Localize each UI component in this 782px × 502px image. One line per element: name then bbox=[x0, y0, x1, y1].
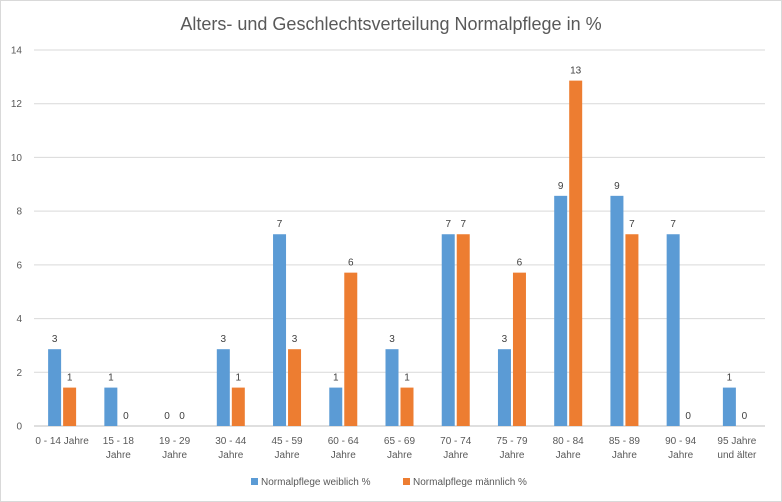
bar bbox=[610, 195, 624, 426]
data-label: 1 bbox=[404, 373, 410, 384]
bars bbox=[48, 80, 736, 427]
x-tick-label: Jahre bbox=[556, 450, 581, 461]
data-label: 6 bbox=[517, 258, 523, 269]
data-label: 0 bbox=[179, 411, 185, 422]
y-tick-label: 12 bbox=[11, 99, 23, 110]
x-tick-label: 15 - 18 bbox=[103, 436, 135, 447]
data-label: 0 bbox=[164, 411, 170, 422]
data-label: 9 bbox=[558, 181, 564, 192]
bar bbox=[512, 272, 526, 426]
bar bbox=[456, 234, 470, 426]
bar bbox=[569, 80, 583, 427]
x-tick-label: Jahre bbox=[106, 450, 131, 461]
y-tick-label: 2 bbox=[16, 368, 22, 379]
x-tick-label: Jahre bbox=[331, 450, 356, 461]
data-label: 3 bbox=[292, 334, 298, 345]
x-tick-label: 19 - 29 bbox=[159, 436, 191, 447]
bar bbox=[216, 349, 230, 426]
bar bbox=[231, 387, 245, 426]
x-tick-label: 0 - 14 Jahre bbox=[35, 436, 89, 447]
chart-title: Alters- und Geschlechtsverteilung Normal… bbox=[180, 14, 601, 34]
y-tick-label: 4 bbox=[16, 314, 22, 325]
bar bbox=[344, 272, 358, 426]
bar bbox=[329, 387, 343, 426]
x-tick-label: 70 - 74 bbox=[440, 436, 472, 447]
x-tick-label: Jahre bbox=[612, 450, 637, 461]
bar bbox=[666, 234, 680, 426]
x-tick-label: Jahre bbox=[275, 450, 300, 461]
data-label: 1 bbox=[67, 373, 73, 384]
bar bbox=[288, 349, 302, 426]
data-label: 3 bbox=[52, 334, 58, 345]
x-tick-label: 85 - 89 bbox=[609, 436, 641, 447]
x-tick-label: Jahre bbox=[668, 450, 693, 461]
x-tick-label: 80 - 84 bbox=[553, 436, 585, 447]
bar bbox=[497, 349, 511, 426]
x-tick-label: Jahre bbox=[499, 450, 524, 461]
x-tick-label: und älter bbox=[717, 450, 757, 461]
x-tick-label: Jahre bbox=[387, 450, 412, 461]
legend-label: Normalpflege weiblich % bbox=[261, 477, 371, 488]
bar bbox=[273, 234, 287, 426]
x-tick-label: 45 - 59 bbox=[271, 436, 303, 447]
y-tick-label: 6 bbox=[16, 260, 22, 271]
x-tick-label: Jahre bbox=[443, 450, 468, 461]
bar bbox=[722, 387, 736, 426]
data-label: 3 bbox=[221, 334, 227, 345]
x-tick-label: Jahre bbox=[162, 450, 187, 461]
data-label: 13 bbox=[570, 66, 582, 77]
x-tick-label: 75 - 79 bbox=[496, 436, 528, 447]
data-label: 1 bbox=[236, 373, 242, 384]
x-axis: 0 - 14 Jahre 15 - 18 Jahre 19 - 29 Jahre 30 -… bbox=[35, 436, 757, 461]
data-label: 0 bbox=[123, 411, 129, 422]
y-tick-label: 0 bbox=[16, 422, 22, 433]
legend-swatch bbox=[403, 478, 410, 485]
bar bbox=[48, 349, 62, 426]
data-label: 9 bbox=[614, 181, 620, 192]
y-tick-label: 14 bbox=[11, 46, 23, 57]
x-tick-label: 30 - 44 bbox=[215, 436, 247, 447]
bar bbox=[104, 387, 118, 426]
data-label: 7 bbox=[277, 219, 283, 230]
data-label: 1 bbox=[727, 373, 733, 384]
data-label: 1 bbox=[333, 373, 339, 384]
bar bbox=[63, 387, 77, 426]
data-label: 1 bbox=[108, 373, 114, 384]
data-label: 7 bbox=[629, 219, 635, 230]
x-tick-label: 90 - 94 bbox=[665, 436, 697, 447]
data-label: 7 bbox=[460, 219, 466, 230]
y-axis: 0 2 4 6 8 10 12 14 bbox=[11, 46, 23, 433]
data-label: 3 bbox=[389, 334, 395, 345]
y-tick-label: 8 bbox=[16, 207, 22, 218]
x-tick-label: Jahre bbox=[218, 450, 243, 461]
bar bbox=[441, 234, 455, 426]
legend-swatch bbox=[251, 478, 258, 485]
y-tick-label: 10 bbox=[11, 153, 23, 164]
data-label: 0 bbox=[742, 411, 748, 422]
legend: Normalpflege weiblich % Normalpflege männ… bbox=[251, 477, 527, 488]
bar bbox=[400, 387, 414, 426]
legend-label: Normalpflege männlich % bbox=[413, 477, 527, 488]
gridlines bbox=[34, 49, 765, 427]
data-label: 6 bbox=[348, 258, 354, 269]
data-label: 0 bbox=[685, 411, 691, 422]
x-tick-label: 95 Jahre bbox=[717, 436, 756, 447]
data-label: 7 bbox=[670, 219, 676, 230]
bar bbox=[385, 349, 399, 426]
bar bbox=[625, 234, 639, 426]
data-label: 7 bbox=[445, 219, 451, 230]
data-label: 3 bbox=[502, 334, 508, 345]
x-tick-label: 60 - 64 bbox=[328, 436, 360, 447]
bar bbox=[554, 195, 568, 426]
x-tick-label: 65 - 69 bbox=[384, 436, 416, 447]
